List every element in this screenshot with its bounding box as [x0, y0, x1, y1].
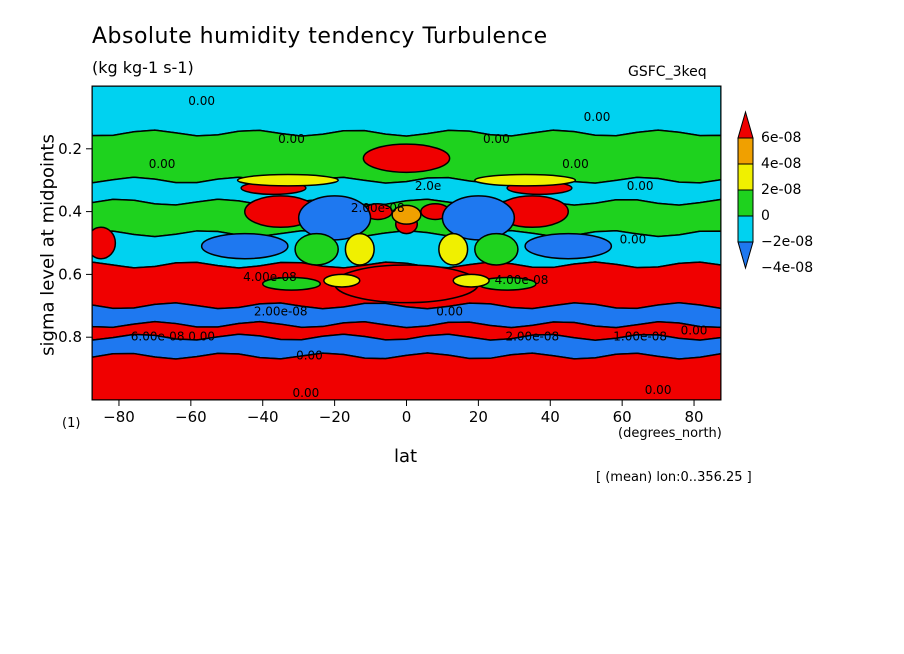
x-tick-label-5: 20 [469, 408, 488, 426]
colorbar-swatch-1 [737, 215, 754, 243]
contour-label-19: 0.00 [645, 383, 672, 397]
contour-label-7: 2.0e [415, 179, 441, 193]
contour-label-0: 0.00 [188, 94, 215, 108]
contour-blob-15 [438, 232, 469, 266]
contour-band-0 [92, 86, 721, 137]
contour-label-16: 1.00e-08 [613, 330, 667, 344]
contour-label-3: 0.00 [483, 132, 510, 146]
contour-label-5: 0.00 [562, 157, 589, 171]
x-tick-label-0: −80 [103, 408, 135, 426]
contour-blob-23 [474, 173, 577, 187]
chart-title: Absolute humidity tendency Turbulence [92, 24, 548, 49]
contour-blob-12 [294, 232, 339, 266]
contour-label-18: 0.00 [296, 349, 323, 363]
colorbar-label-2: 2e-08 [761, 182, 801, 198]
colorbar-top-arrow [737, 110, 754, 139]
x-tick-label-1: −60 [175, 408, 207, 426]
y-tick-label-1: 0.4 [58, 203, 82, 221]
contour-blob-21 [452, 273, 490, 288]
contour-label-2: 0.00 [278, 132, 305, 146]
contour-blob-16 [200, 232, 289, 260]
colorbar-swatch-2 [737, 189, 754, 217]
colorbar-label-4: −2e-08 [761, 234, 813, 250]
x-tick-label-7: 60 [613, 408, 632, 426]
contour-label-4: 0.00 [149, 157, 176, 171]
contour-label-12: 2.00e-08 [254, 305, 308, 319]
contour-label-14: 6.00e-08 0.00 [131, 330, 215, 344]
colorbar-swatch-4 [737, 137, 754, 165]
y-tick-label-0: 0.2 [58, 140, 82, 158]
x-tick-label-2: −40 [247, 408, 279, 426]
contour-blob-13 [474, 232, 519, 266]
contour-label-15: 2.00e-08 [505, 330, 559, 344]
contour-blob-22 [236, 173, 339, 187]
colorbar-label-5: −4e-08 [761, 260, 813, 276]
contour-blob-17 [524, 232, 613, 260]
x-tick-label-6: 40 [541, 408, 560, 426]
contour-blob-18 [261, 276, 321, 291]
x-tick-label-8: 80 [684, 408, 703, 426]
contour-blob-14 [344, 232, 375, 266]
run-label: GSFC_3keq [628, 64, 707, 80]
colorbar-label-1: 4e-08 [761, 156, 801, 172]
contour-label-17: 0.00 [681, 323, 708, 337]
contour-blob-0 [362, 143, 451, 174]
colorbar-swatch-3 [737, 163, 754, 191]
x-tick-label-3: −20 [319, 408, 351, 426]
contour-blob-9 [391, 204, 422, 225]
contour-label-1: 0.00 [584, 110, 611, 124]
mean-footnote: [ (mean) lon:0..356.25 ] [596, 470, 752, 485]
y-tick-label-3: 0.8 [58, 328, 82, 346]
contour-label-11: 4.00e-08 [495, 273, 549, 287]
contour-blob-24 [92, 226, 117, 260]
colorbar-label-0: 6e-08 [761, 130, 801, 146]
colorbar-label-3: 0 [761, 208, 770, 224]
contour-band-9 [92, 352, 721, 400]
y-tick-label-2: 0.6 [58, 265, 82, 283]
chart-subtitle-units: (kg kg-1 s-1) [92, 58, 194, 77]
contour-label-10: 4.00e-08 [243, 270, 297, 284]
contour-label-6: 0.00 [627, 179, 654, 193]
contour-blob-20 [323, 273, 361, 288]
x-axis-label: lat [394, 446, 418, 467]
panel-label: (1) [62, 416, 81, 431]
contour-label-13: 0.00 [436, 305, 463, 319]
contour-label-9: 0.00 [620, 232, 647, 246]
contour-field: 0.00 0.00 0.00 0.00 0.00 0.00 0.00 2.0e 2.00e-08… [92, 86, 721, 400]
colorbar-bottom-arrow [737, 241, 754, 270]
contour-label-20: 0.00 [293, 386, 320, 400]
contour-label-8: 2.00e-08 [351, 201, 405, 215]
x-tick-label-4: 0 [402, 408, 412, 426]
x-axis-units: (degrees_north) [618, 426, 722, 441]
